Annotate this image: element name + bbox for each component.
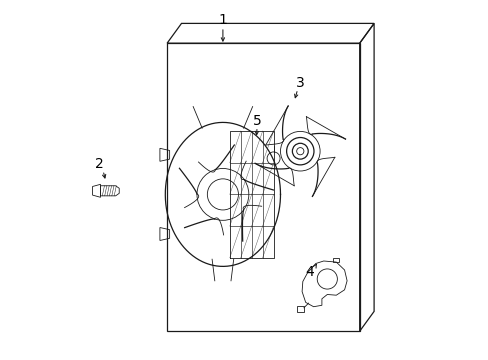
Text: 5: 5 (252, 114, 261, 127)
Text: 1: 1 (218, 13, 227, 27)
Text: 2: 2 (95, 157, 104, 171)
Text: 3: 3 (295, 76, 304, 90)
Text: 4: 4 (305, 265, 313, 279)
